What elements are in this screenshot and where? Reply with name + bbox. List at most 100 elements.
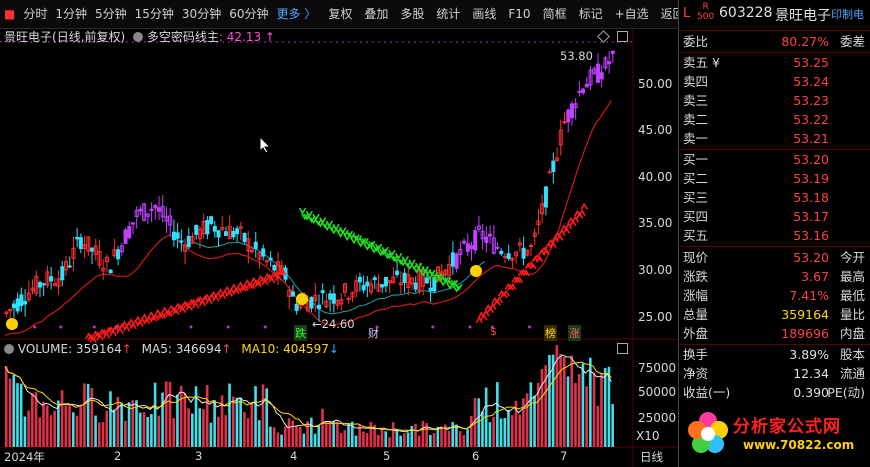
volume-bar <box>90 388 94 447</box>
sector-link[interactable]: 印制电 <box>831 8 864 21</box>
volume-bar <box>451 422 454 447</box>
candle-body <box>175 232 180 239</box>
stats-button[interactable]: 统计 <box>436 7 461 21</box>
signal-marker <box>390 255 398 263</box>
candle-body <box>372 277 377 281</box>
volume-bar <box>246 418 250 447</box>
volume-bar <box>124 421 127 447</box>
volume-bar <box>414 423 417 447</box>
signal-marker <box>345 230 354 238</box>
signal-dot <box>375 325 379 329</box>
ask-row[interactable]: 卖五 ¥ 53.25 <box>683 53 867 72</box>
candle-body <box>212 225 217 232</box>
volume-toggle-icon[interactable] <box>4 344 14 354</box>
signal-marker <box>372 245 380 253</box>
volume-bar <box>153 382 157 447</box>
event-tag-list[interactable]: 榜 <box>544 325 557 341</box>
simple-frame-button[interactable]: 简框 <box>542 7 567 21</box>
candle-body <box>34 275 39 294</box>
candle-body <box>305 300 310 312</box>
volume-bar <box>570 355 574 447</box>
overlay-button[interactable]: 叠加 <box>364 7 389 21</box>
candle-body <box>529 245 534 248</box>
volume-bar <box>194 386 198 447</box>
candle-body <box>160 206 165 218</box>
tab-5min[interactable]: 5分钟 <box>95 7 127 21</box>
f10-button[interactable]: F10 <box>508 7 531 21</box>
stat-label: 外盘 <box>683 326 709 341</box>
signal-marker <box>435 273 443 281</box>
candle-body <box>179 240 184 243</box>
bid-row[interactable]: 买四 53.17 <box>683 207 867 226</box>
signal-marker <box>225 289 234 297</box>
add-watchlist-button[interactable]: +自选 <box>614 7 649 21</box>
draw-button[interactable]: 画线 <box>472 7 497 21</box>
toolbar-indicator[interactable]: ■ <box>4 7 16 21</box>
indicator-name[interactable]: 多空密码线主 <box>146 30 219 44</box>
candle-body <box>90 247 95 252</box>
ask-price: 53.22 <box>793 112 829 127</box>
event-tag-rise[interactable]: 涨 <box>568 325 581 341</box>
candle-body <box>458 248 463 256</box>
volume-bar <box>83 383 86 447</box>
volume-bar <box>321 408 324 447</box>
bid-row[interactable]: 买一 53.20 <box>683 150 867 169</box>
indicator-toggle-icon[interactable] <box>133 32 144 42</box>
smiley-icon <box>296 293 308 305</box>
period-label[interactable]: 日线 <box>640 450 663 464</box>
bid-row[interactable]: 买五 53.16 <box>683 226 867 245</box>
smiley-icon <box>6 318 18 330</box>
stat-label: 现价 <box>683 250 709 265</box>
volume-bar <box>458 431 462 447</box>
volume-bar <box>417 435 421 447</box>
candle-body <box>573 103 578 109</box>
candle-body <box>86 236 91 252</box>
bid-row[interactable]: 买二 53.19 <box>683 169 867 188</box>
volume-bar <box>536 382 540 447</box>
ask-row[interactable]: 卖三 53.23 <box>683 91 867 110</box>
volume-bar <box>365 433 369 447</box>
volume-bar <box>272 427 276 447</box>
more-button[interactable]: 更多 〉 <box>276 7 317 21</box>
signal-marker <box>368 240 376 248</box>
candle-body <box>134 210 139 217</box>
tab-15min[interactable]: 15分钟 <box>134 7 174 21</box>
volume-bar <box>395 429 399 447</box>
ask-row[interactable]: 卖一 53.21 <box>683 129 867 148</box>
kline-chart[interactable]: 景旺电子(日线,前复权) 多空密码线主: 42.13 ↑ 50.00 45.00… <box>0 29 678 467</box>
candle-body <box>543 186 548 208</box>
event-tag-finance[interactable]: 财 <box>368 327 379 340</box>
candle-body <box>532 232 537 237</box>
multi-stock-button[interactable]: 多股 <box>400 7 425 21</box>
tab-30min[interactable]: 30分钟 <box>181 7 222 21</box>
tab-1min[interactable]: 1分钟 <box>55 7 87 21</box>
candle-body <box>424 277 429 284</box>
volume-expand-icon[interactable] <box>617 343 628 354</box>
tab-60min[interactable]: 60分钟 <box>229 7 269 21</box>
ask-row[interactable]: 卖二 53.22 <box>683 110 867 129</box>
date-tick: 4 <box>290 449 298 463</box>
volume-bar <box>518 414 521 447</box>
pane-expand-icon[interactable] <box>617 31 628 42</box>
volume-bar <box>555 345 559 447</box>
signal-marker <box>455 283 463 291</box>
bid-row[interactable]: 买三 53.18 <box>683 188 867 207</box>
candle-body <box>447 264 452 276</box>
event-tag-fall[interactable]: 跌 <box>294 325 307 341</box>
stat-row: 涨跌 3.67 最高 <box>683 267 867 286</box>
candle-body <box>11 303 16 309</box>
adjust-button[interactable]: 复权 <box>328 7 353 21</box>
candle-body <box>93 245 98 256</box>
bid-price: 53.19 <box>793 171 829 186</box>
event-tag-dollar[interactable]: $ <box>490 325 497 338</box>
signal-marker <box>397 258 405 265</box>
volume-bar <box>343 430 347 447</box>
mark-button[interactable]: 标记 <box>578 7 603 21</box>
candle-body <box>517 242 522 246</box>
volume-bar <box>525 393 529 447</box>
volume-bar <box>213 400 216 447</box>
ask-row[interactable]: 卖四 53.24 <box>683 72 867 91</box>
tab-timeshare[interactable]: 分时 <box>23 7 48 21</box>
date-tick: 7 <box>560 449 568 463</box>
candle-body <box>238 226 243 229</box>
